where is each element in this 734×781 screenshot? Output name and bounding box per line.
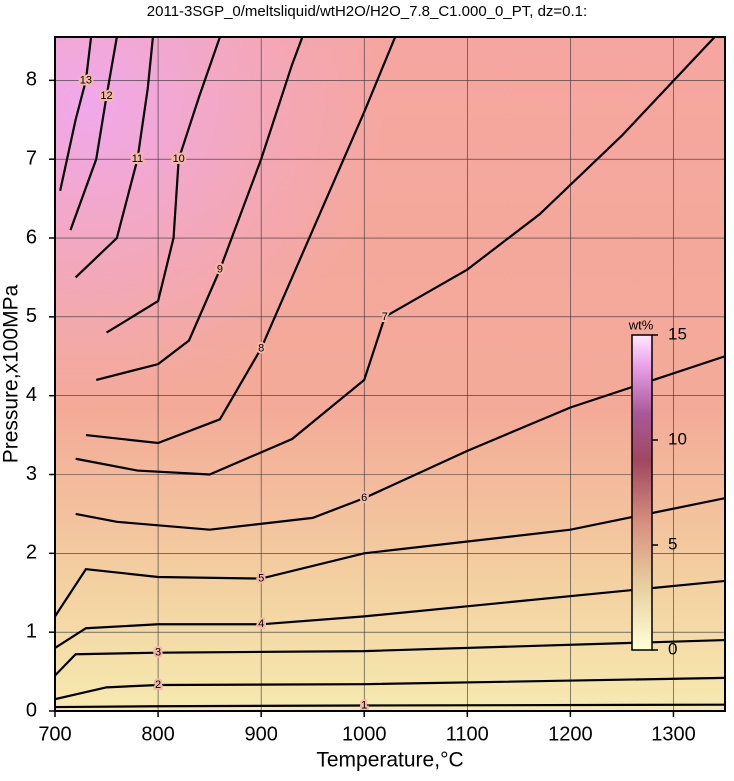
colorbar-tick-label: 15 xyxy=(668,324,687,343)
contour-line xyxy=(55,497,725,618)
contour-line xyxy=(85,37,397,445)
contour-line xyxy=(75,355,725,531)
colorbar-label: wt% xyxy=(628,317,654,332)
y-tick-label: 6 xyxy=(26,226,37,248)
y-tick-label: 0 xyxy=(26,699,37,721)
y-tick-label: 5 xyxy=(26,305,37,327)
chart-title: 2011-3SGP_0/meltsliquid/wtH2O/H2O_7.8_C1… xyxy=(147,3,587,20)
contour-label: 1 xyxy=(361,699,367,711)
colorbar-tick-label: 10 xyxy=(668,429,687,448)
x-tick-label: 1100 xyxy=(446,723,489,745)
contour-line xyxy=(55,638,725,677)
colorbar-tick-label: 5 xyxy=(668,534,677,553)
y-axis-label: Pressure,x100MPa xyxy=(0,284,23,463)
colorbar-tick-label: 0 xyxy=(668,639,677,658)
contour-label: 10 xyxy=(173,153,185,165)
x-axis-label: Temperature,°C xyxy=(316,749,463,772)
x-tick-label: 1200 xyxy=(548,723,593,745)
contour-label: 6 xyxy=(361,492,367,504)
y-tick-label: 1 xyxy=(26,620,37,642)
y-tick-label: 7 xyxy=(26,147,37,169)
contour-label: 5 xyxy=(258,572,264,584)
contour-label: 4 xyxy=(258,618,264,630)
contour-label: 2 xyxy=(155,679,161,691)
x-tick-label: 1000 xyxy=(342,723,387,745)
contour-label: 8 xyxy=(258,342,264,354)
contour-line xyxy=(55,703,725,709)
contour-label: 9 xyxy=(217,263,223,275)
y-tick-label: 8 xyxy=(26,69,37,91)
x-tick-label: 900 xyxy=(244,723,277,745)
y-tick-label: 4 xyxy=(26,384,37,406)
contour-line xyxy=(55,676,725,701)
contour-label: 12 xyxy=(100,90,112,102)
contour-line xyxy=(105,37,221,334)
y-tick-label: 3 xyxy=(26,463,37,485)
plot-shade xyxy=(55,37,725,711)
colorbar xyxy=(631,334,653,651)
x-tick-label: 700 xyxy=(38,723,71,745)
contour-line xyxy=(69,37,118,231)
x-tick-label: 1300 xyxy=(651,723,696,745)
contour-label: 3 xyxy=(155,647,161,659)
contour-line xyxy=(74,37,155,279)
contour-label: 7 xyxy=(382,311,388,323)
contour-line xyxy=(75,37,716,476)
x-tick-label: 800 xyxy=(141,723,174,745)
contour-label: 11 xyxy=(132,153,143,165)
contour-line xyxy=(55,579,725,649)
y-tick-label: 2 xyxy=(26,542,37,564)
contour-label: 13 xyxy=(80,74,92,86)
contour-line xyxy=(59,37,93,191)
contour-line xyxy=(95,37,304,381)
plot-frame xyxy=(54,36,726,712)
